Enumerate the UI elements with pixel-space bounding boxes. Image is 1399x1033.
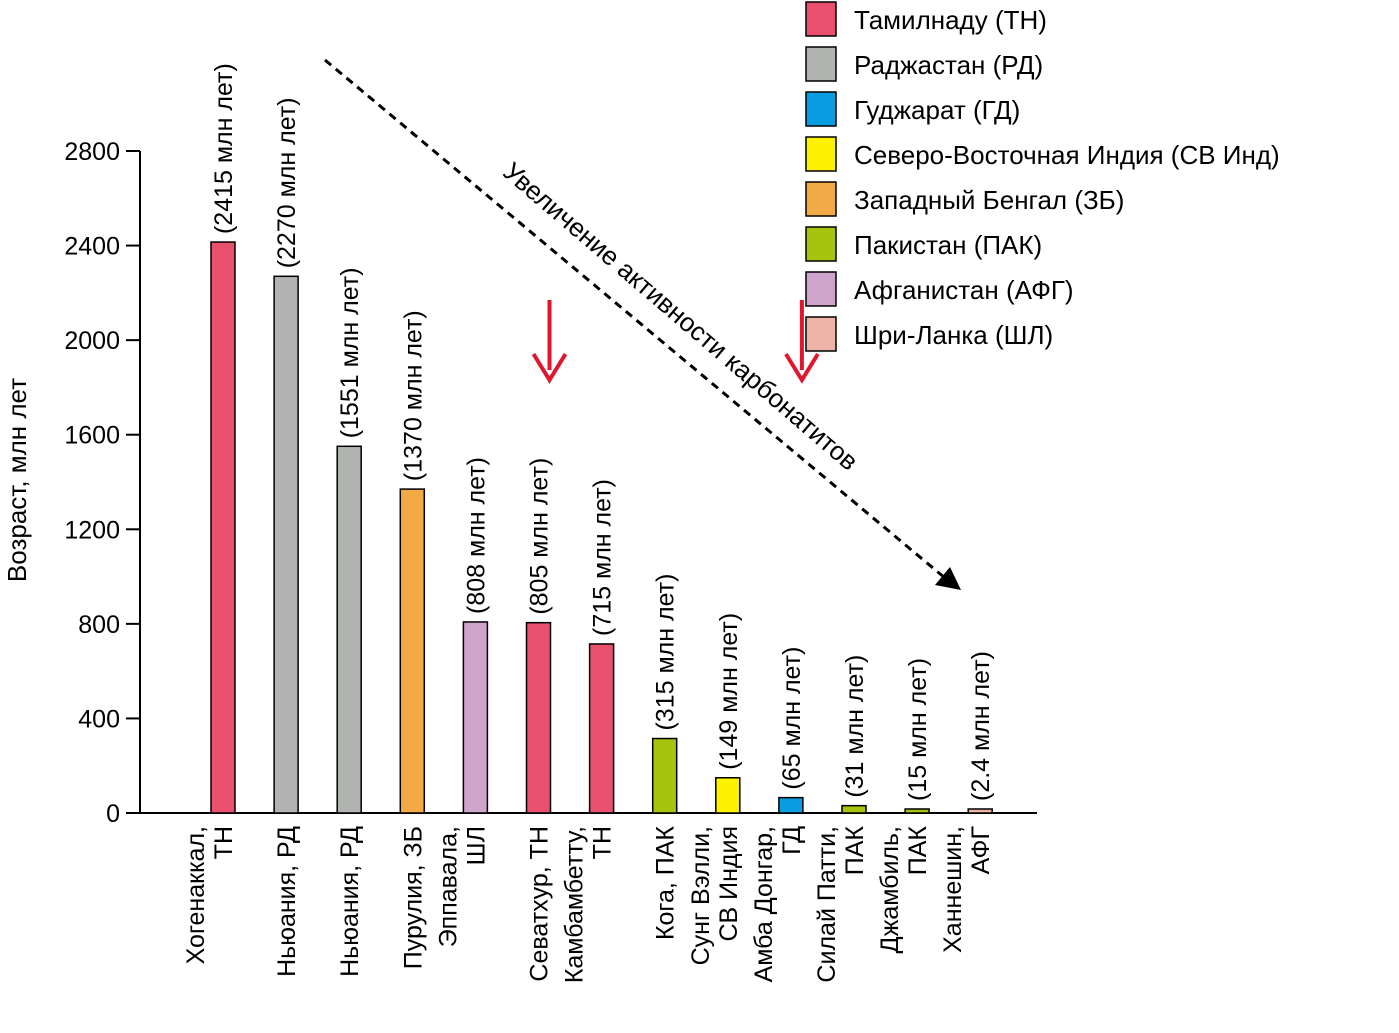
bar	[210, 241, 236, 814]
bar-value-label: (31 млн лет)	[841, 655, 869, 798]
bar-value-label: (1370 млн лет)	[399, 310, 427, 481]
y-tick-label: 2800	[64, 138, 120, 166]
bars	[210, 241, 993, 814]
legend-label: Раджастан (РД)	[854, 50, 1043, 80]
bar	[336, 445, 362, 814]
category-label: ГД	[778, 826, 806, 855]
legend-label: Гуджарат (ГД)	[854, 95, 1020, 125]
bar-value-label: (65 млн лет)	[778, 647, 806, 790]
legend-swatch	[805, 46, 837, 82]
category-label: ШЛ	[462, 826, 490, 865]
trend-arrow-line	[324, 58, 946, 580]
bar-value-label: (2415 млн лет)	[210, 63, 238, 234]
category-label: Ханнешин,	[939, 826, 967, 953]
bar-value-label: (315 млн лет)	[652, 574, 680, 731]
y-tick-label: 400	[78, 705, 120, 733]
y-tick-label: 0	[106, 800, 120, 828]
legend-label: Северо-Восточная Индия (СВ Инд)	[854, 140, 1280, 170]
category-label: ТН	[210, 826, 238, 859]
category-label: СВ Индия	[715, 826, 743, 942]
bar-value-label: (149 млн лет)	[715, 613, 743, 770]
y-axis-title: Возраст, млн лет	[2, 378, 32, 582]
legend-label: Афганистан (АФГ)	[854, 275, 1074, 305]
bar	[841, 804, 867, 814]
category-label: ПАК	[841, 826, 869, 876]
bar	[399, 488, 426, 814]
highlight-markers	[531, 300, 820, 384]
category-label: Сунг Вэлли,	[687, 826, 715, 965]
bar-value-label: (808 млн лет)	[462, 457, 490, 614]
bar-value-label: (1551 млн лет)	[336, 267, 364, 438]
bar	[651, 737, 678, 814]
legend-swatch	[805, 1, 837, 37]
category-label: ТН	[589, 826, 617, 859]
trend-arrowhead	[935, 567, 961, 590]
marker-arrow-head	[784, 352, 820, 384]
y-tick-label: 800	[78, 611, 120, 639]
legend-label: Пакистан (ПАК)	[854, 230, 1042, 260]
category-label: Ньюания, РД	[336, 826, 364, 977]
legend-swatch	[805, 271, 837, 307]
legend-swatch	[805, 226, 837, 262]
y-tick-label: 1200	[64, 516, 120, 544]
category-label: Силай Патти,	[813, 826, 841, 983]
category-label: Севатхур, ТН	[526, 826, 554, 982]
marker-arrow-head	[531, 352, 568, 384]
category-label: Ньюания, РД	[273, 826, 301, 977]
legend-swatch	[805, 316, 837, 352]
legend-swatch	[805, 181, 837, 217]
y-axis: 0 400 800 1200 1600 2000 2400 2800	[64, 138, 1037, 828]
category-label: Кога, ПАК	[652, 826, 680, 940]
category-label: Камбамбетту,	[561, 826, 589, 983]
y-tick-label: 2400	[64, 233, 120, 261]
legend: Тамилнаду (ТН) Раджастан (РД) Гуджарат (ГД…	[805, 1, 1280, 352]
bar	[967, 808, 993, 814]
category-labels: Хогенаккал, ТН Ньюания, РД Ньюания, РД Пурул…	[182, 826, 995, 984]
bar-value-label: (805 млн лет)	[526, 458, 554, 615]
bar	[715, 777, 741, 814]
bar-value-label: (2.4 млн лет)	[967, 651, 995, 801]
category-label: Хогенаккал,	[182, 826, 210, 964]
bar	[778, 796, 804, 814]
bar-value-label: (15 млн лет)	[904, 658, 932, 801]
category-label: АФГ	[967, 826, 995, 875]
legend-label: Западный Бенгал (ЗБ)	[854, 185, 1124, 215]
value-labels: (2415 млн лет) (2270 млн лет) (1551 млн ле…	[210, 63, 995, 801]
legend-label: Тамилнаду (ТН)	[854, 5, 1047, 35]
legend-swatch	[805, 91, 837, 127]
category-label: Джамбиль,	[876, 826, 904, 953]
category-label: Эппавала,	[434, 826, 462, 947]
category-label: Пурулия, ЗБ	[399, 826, 427, 969]
legend-label: Шри-Ланка (ШЛ)	[854, 320, 1053, 350]
bar	[588, 643, 615, 814]
bar	[904, 808, 930, 814]
bar-value-label: (715 млн лет)	[589, 479, 617, 636]
y-tick-label: 1600	[64, 422, 120, 450]
y-tick-label: 2000	[64, 327, 120, 355]
bar-value-label: (2270 млн лет)	[273, 97, 301, 268]
bar	[273, 275, 299, 814]
category-label: Амба Донгар,	[750, 826, 778, 982]
bar	[525, 621, 552, 814]
bar	[462, 621, 489, 814]
legend-swatch	[805, 136, 837, 172]
category-label: ПАК	[904, 826, 932, 876]
